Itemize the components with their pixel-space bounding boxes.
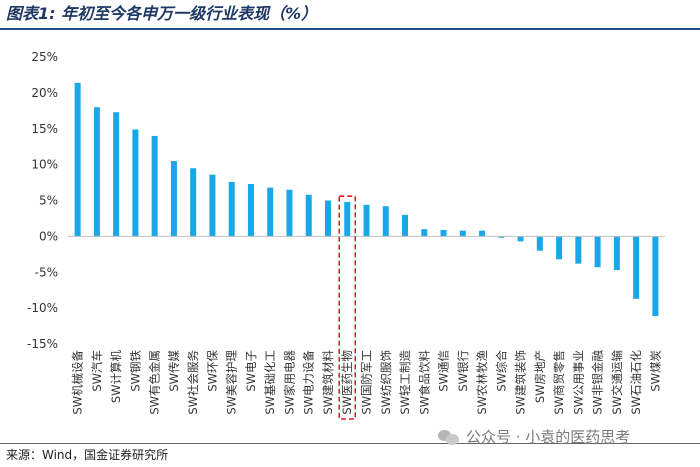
bar xyxy=(267,187,274,237)
x-tick-label: SW家用电器 xyxy=(282,350,296,415)
x-tick-label: SW机械设备 xyxy=(71,350,85,415)
bar xyxy=(190,168,197,237)
footer-rule xyxy=(0,443,700,444)
y-tick-label: -15% xyxy=(27,337,58,351)
bar xyxy=(113,112,120,237)
x-tick-label: SW煤炭 xyxy=(648,350,662,392)
x-tick-label: SW农林牧渔 xyxy=(475,350,489,415)
y-tick-label: 0% xyxy=(39,229,58,243)
x-tick-label: SW通信 xyxy=(437,350,451,392)
x-tick-label: SW社会服务 xyxy=(186,350,200,415)
bar xyxy=(575,236,582,264)
x-tick-label: SW综合 xyxy=(494,350,508,392)
bar xyxy=(517,236,524,242)
wechat-icon xyxy=(438,428,460,446)
bar xyxy=(459,230,466,237)
x-tick-label: SW房地产 xyxy=(533,350,547,403)
bar xyxy=(498,236,505,238)
bar xyxy=(536,236,543,251)
x-tick-label: SW国防军工 xyxy=(360,350,374,415)
bar xyxy=(613,236,620,271)
bar xyxy=(247,183,254,237)
x-tick-label: SW基础化工 xyxy=(263,350,277,415)
y-tick-label: 10% xyxy=(31,158,58,172)
title-rule xyxy=(0,28,700,30)
bar xyxy=(479,230,486,237)
x-tick-label: SW非银金融 xyxy=(591,350,605,415)
x-tick-label: SW医药生物 xyxy=(340,350,354,415)
bar xyxy=(170,161,177,237)
x-axis-labels: SW机械设备 SW汽车 SW计算机 SW钢铁 SW有色金属 SW传媒 SW社会服务 SW环保 S… xyxy=(71,350,663,415)
bar xyxy=(556,236,563,260)
bar-chart: -15%-10%-5%0%5%10%15%20%25% SW机械设备 SW汽车 SW… xyxy=(27,50,665,420)
bar xyxy=(286,189,293,237)
bars xyxy=(74,82,659,317)
watermark-text: 公众号 · 小袁的医药思考 xyxy=(466,428,631,446)
y-tick-label: -10% xyxy=(27,301,58,315)
x-tick-label: SW有色金属 xyxy=(148,350,162,415)
y-tick-label: 25% xyxy=(31,50,58,64)
bar xyxy=(151,135,158,237)
x-tick-label: SW电子 xyxy=(244,350,258,392)
highlight-rect xyxy=(338,195,357,420)
bar xyxy=(402,214,409,237)
bar xyxy=(228,181,235,237)
x-tick-label: SW计算机 xyxy=(109,350,123,404)
bar xyxy=(363,204,370,237)
y-tick-label: -5% xyxy=(35,265,58,279)
source-note: 来源：Wind，国金证券研究所 xyxy=(6,448,169,462)
x-tick-label: SW汽车 xyxy=(90,350,104,392)
bar xyxy=(633,236,640,299)
y-axis: -15% -10% -5% 0% 5% 10% 15% 20% 25% xyxy=(27,50,58,351)
highlight-box xyxy=(338,195,357,420)
x-tick-label: SW石油石化 xyxy=(629,350,643,415)
x-tick-label: SW交通运输 xyxy=(610,350,624,415)
bar xyxy=(440,229,447,237)
x-tick-label: SW轻工制造 xyxy=(398,350,412,415)
watermark: 公众号 · 小袁的医药思考 xyxy=(438,426,630,447)
bar xyxy=(132,129,139,237)
x-tick-label: SW食品饮料 xyxy=(417,350,431,415)
y-tick-label: 5% xyxy=(39,194,58,208)
x-tick-label: SW美容护理 xyxy=(225,350,239,415)
bar xyxy=(421,229,428,237)
y-tick-label: 15% xyxy=(31,122,58,136)
x-tick-label: SW环保 xyxy=(205,350,219,392)
x-tick-label: SW传媒 xyxy=(167,350,181,392)
y-tick-label: 20% xyxy=(31,86,58,100)
x-tick-label: SW银行 xyxy=(456,350,470,392)
x-tick-label: SW公用事业 xyxy=(571,350,585,415)
x-tick-label: SW建筑装饰 xyxy=(514,350,528,415)
bar xyxy=(594,236,601,268)
x-tick-label: SW钢铁 xyxy=(128,350,142,392)
bar xyxy=(652,236,659,317)
x-tick-label: SW建筑材料 xyxy=(321,350,335,415)
bar xyxy=(344,201,351,237)
x-tick-label: SW电力设备 xyxy=(302,350,316,415)
x-tick-label: SW商贸零售 xyxy=(552,350,566,415)
bar xyxy=(93,107,100,237)
bar xyxy=(209,174,216,237)
bar xyxy=(382,206,389,237)
chart-title: 图表1: 年初至今各申万一级行业表现（%） xyxy=(6,4,318,23)
bar xyxy=(324,200,331,237)
bar xyxy=(305,194,312,237)
x-tick-label: SW纺织服饰 xyxy=(379,350,393,415)
bar xyxy=(74,82,81,237)
